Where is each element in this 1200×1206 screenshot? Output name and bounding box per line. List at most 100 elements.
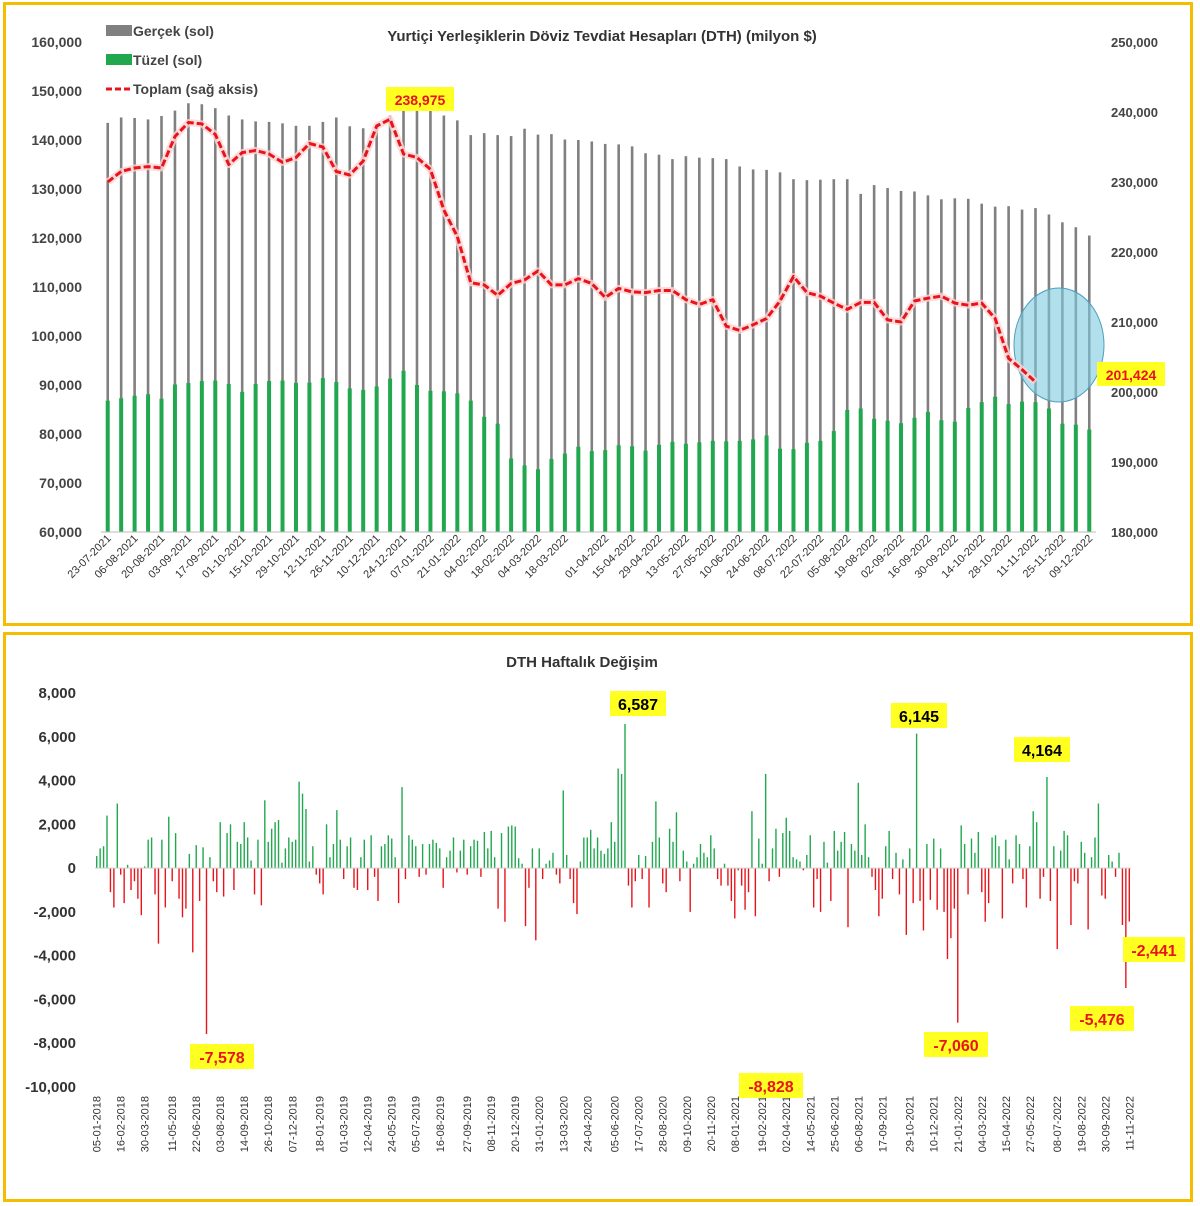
gercek-bar <box>953 198 957 532</box>
y-axis-tick-label: -10,000 <box>25 1079 76 1096</box>
weekly-change-bars <box>95 723 1131 1034</box>
x-axis-tick-label: 08-01-2021 <box>730 1096 742 1152</box>
value-annotation: 6,587 <box>618 697 658 714</box>
tuzel-bar <box>562 453 567 532</box>
positive-change-bar <box>363 839 365 869</box>
tuzel-bar <box>643 450 648 532</box>
positive-change-bar <box>545 863 547 869</box>
tuzel-bar <box>267 381 272 532</box>
positive-change-bar <box>1080 841 1082 869</box>
positive-change-bar <box>658 837 661 869</box>
positive-change-bar <box>144 866 146 869</box>
annotation-box <box>739 1073 803 1098</box>
gercek-bar <box>899 190 903 532</box>
x-axis-tick-label: 12-04-2019 <box>363 1096 375 1152</box>
negative-change-bar <box>981 868 983 893</box>
right-axis-tick-label: 200,000 <box>1111 385 1158 400</box>
negative-change-bar <box>744 868 746 910</box>
positive-change-bar <box>445 857 448 869</box>
left-axis-tick-label: 110,000 <box>32 279 82 295</box>
negative-change-bar <box>137 868 139 899</box>
tuzel-bar <box>697 442 702 532</box>
positive-change-bar <box>552 852 554 869</box>
gercek-bar <box>133 117 136 532</box>
positive-change-bar <box>428 844 431 869</box>
negative-change-bar <box>1011 868 1014 884</box>
negative-change-bar <box>754 868 757 917</box>
gercek-bar <box>993 206 997 532</box>
tuzel-bar <box>361 389 366 532</box>
annotation-box <box>891 703 947 728</box>
positive-change-bar <box>452 837 455 869</box>
dth-level-chart: 60,000 70,000 80,000 90,000 100,000 110,000 12… <box>31 23 1165 581</box>
x-axis-tick-label: 17-07-2020 <box>634 1096 646 1152</box>
negative-change-bar <box>929 868 932 900</box>
x-axis-tick-label: 02-04-2021 <box>781 1096 793 1152</box>
gercek-bar <box>321 121 325 533</box>
positive-change-bar <box>675 812 678 869</box>
negative-change-bar <box>727 868 729 886</box>
positive-change-bar <box>857 782 859 869</box>
right-axis-tick-label: 210,000 <box>1111 315 1158 330</box>
negative-change-bar <box>343 868 345 880</box>
x-axis-tick-label: 14-05-2021 <box>805 1096 817 1152</box>
annotation-box <box>1097 362 1165 386</box>
gercek-bar <box>200 104 204 532</box>
negative-change-bar <box>898 868 901 895</box>
positive-change-bar <box>1029 846 1031 869</box>
gercek-bar <box>698 157 701 532</box>
positive-change-bar <box>607 848 609 869</box>
positive-change-bar <box>476 840 479 869</box>
positive-change-bar <box>346 846 348 869</box>
gercek-bar <box>684 156 688 533</box>
gercek-bar <box>778 172 782 532</box>
positive-change-bar <box>751 811 753 869</box>
gercek-bar <box>738 166 741 532</box>
positive-change-bar <box>250 860 252 869</box>
gercek-bar <box>630 146 634 532</box>
left-axis-tick-label: 120,000 <box>31 230 82 246</box>
negative-change-bar <box>397 868 400 904</box>
positive-change-bar <box>514 826 516 869</box>
gercek-bar <box>254 121 257 532</box>
x-axis-tick-label: 22-06-2018 <box>191 1096 203 1152</box>
positive-change-bar <box>473 839 475 869</box>
tuzel-bar <box>146 394 151 532</box>
dth-weekly-change-chart: 8,000 6,000 4,000 2,000 0 -2,000 -4,000 -6,000 -… <box>25 654 1185 1152</box>
positive-change-bar <box>284 848 287 869</box>
tuzel-bar <box>213 380 218 532</box>
x-axis-tick-label: 03-08-2018 <box>215 1096 227 1152</box>
positive-change-bar <box>391 838 393 869</box>
gercek-bar <box>724 159 728 533</box>
positive-change-bar <box>161 839 163 869</box>
gercek-bar <box>792 179 795 532</box>
tuzel-bar <box>495 423 500 532</box>
positive-change-bar <box>511 825 513 869</box>
positive-change-bar <box>102 846 105 869</box>
gercek-bar <box>536 134 540 533</box>
positive-change-bar <box>939 848 942 869</box>
negative-change-bar <box>418 868 420 877</box>
negative-change-bar <box>456 868 458 873</box>
positive-change-bar <box>837 850 839 869</box>
gercek-bar <box>415 105 419 532</box>
positive-change-bar <box>764 773 767 869</box>
negative-change-bar <box>878 868 880 917</box>
total-line-series <box>105 115 1038 385</box>
highlight-ellipse <box>1013 287 1105 403</box>
positive-change-bar <box>809 835 811 869</box>
positive-change-bar <box>1118 852 1120 869</box>
positive-change-bar <box>339 839 341 869</box>
negative-change-bar <box>946 868 949 959</box>
negative-change-bar <box>648 868 650 908</box>
positive-change-bar <box>771 848 774 869</box>
tuzel-bar <box>280 380 285 532</box>
positive-change-bar <box>449 850 451 869</box>
positive-change-bar <box>699 844 702 869</box>
positive-change-bar <box>624 723 626 869</box>
x-axis-tick-label: 07-12-2018 <box>287 1096 299 1152</box>
positive-change-bar <box>902 859 904 869</box>
negative-change-bar <box>404 868 407 880</box>
negative-change-bar <box>497 868 499 909</box>
negative-change-bar <box>1070 868 1072 926</box>
